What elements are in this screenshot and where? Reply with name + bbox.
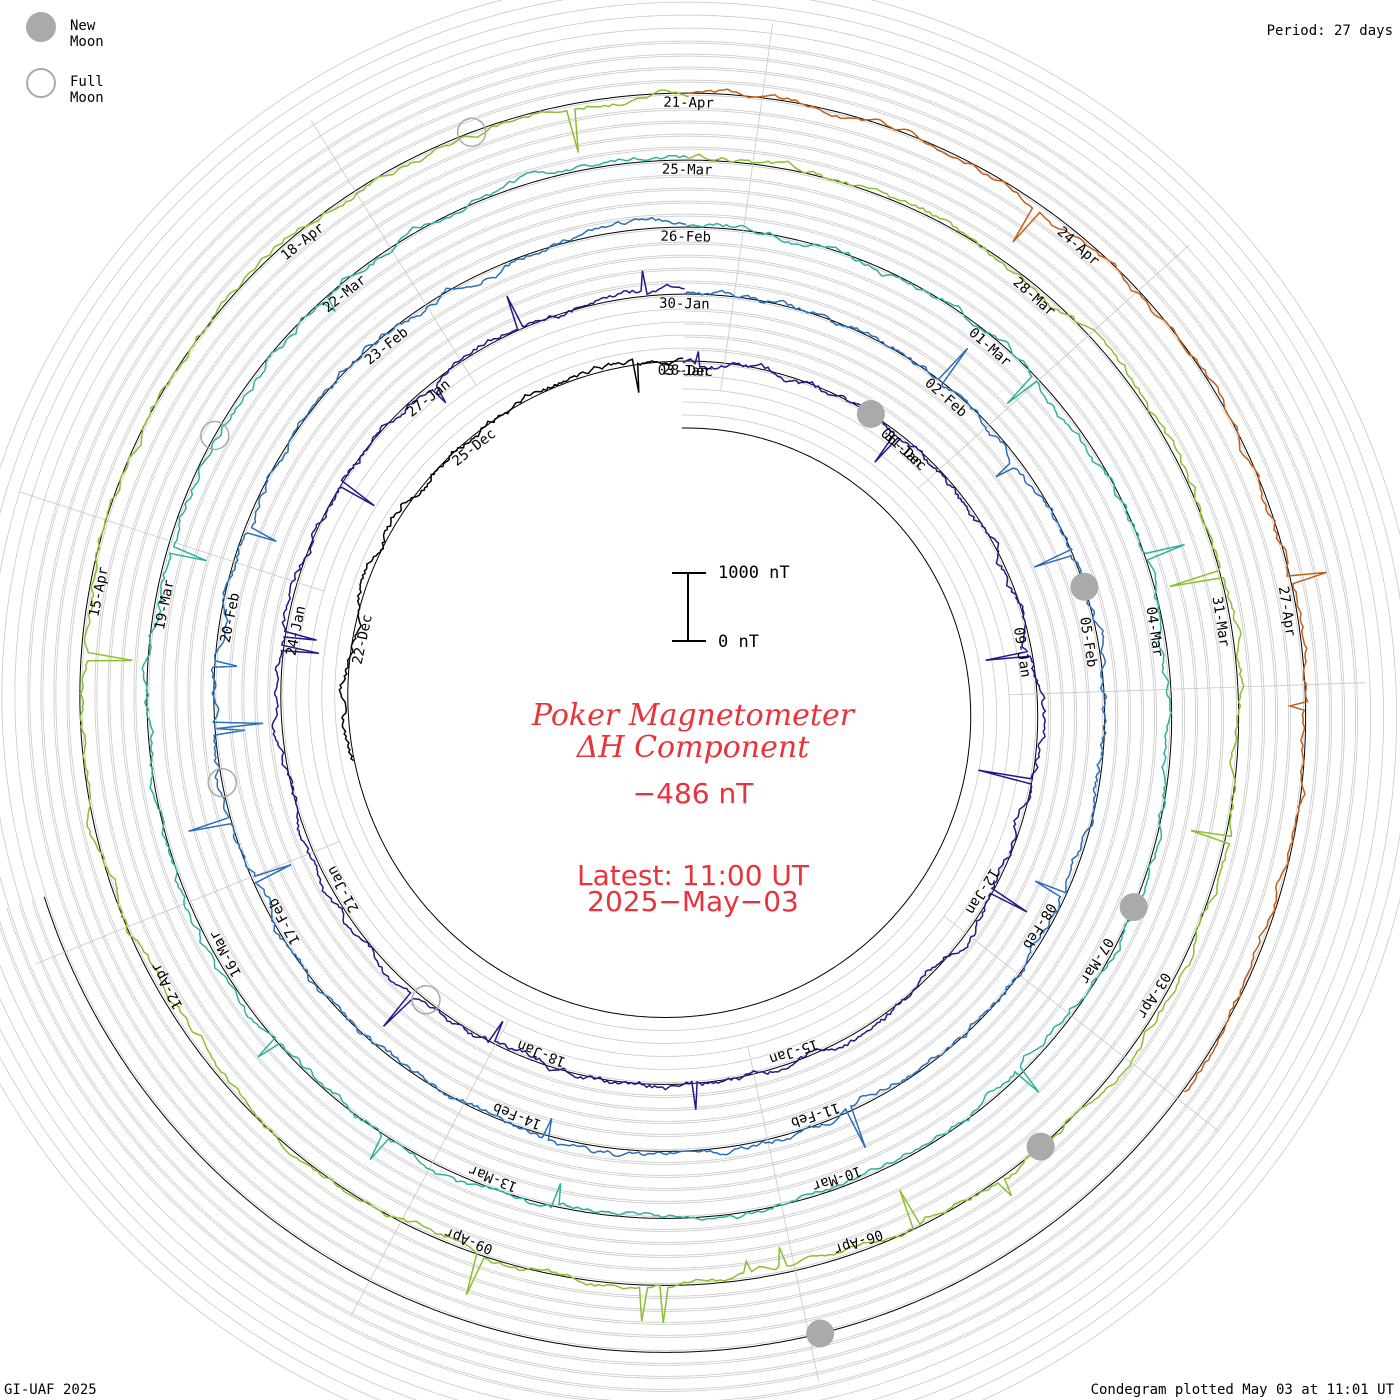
full-moon-marker: [456, 117, 487, 147]
full-moon-marker: [411, 985, 441, 1015]
scale-top-label: 1000 nT: [718, 563, 790, 583]
date-label: 09-Jan: [1010, 626, 1034, 678]
chart-title: Poker Magnetometer: [531, 698, 855, 733]
period-spoke: [351, 1019, 510, 1315]
new-moon-marker: [806, 1319, 835, 1348]
period-spoke: [917, 244, 1190, 489]
rotation-2-trace: [271, 270, 1047, 1110]
period-label: Period: 27 days: [1266, 23, 1393, 39]
date-label: 20-Feb: [218, 591, 244, 644]
date-label: 03-Jan: [658, 363, 709, 380]
rotation-1-trace: [338, 357, 684, 762]
footer-credit: GI-UAF 2025: [4, 1382, 97, 1398]
full-moon-marker: [200, 420, 230, 451]
date-label: 13-Mar: [467, 1161, 520, 1194]
rotation-5-trace: [79, 89, 1245, 1324]
date-label: 19-Mar: [152, 578, 178, 631]
grid-ring: [0, 27, 1371, 1400]
moon-markers: [200, 117, 1148, 1348]
full-moon-marker: [207, 768, 237, 798]
new-moon-marker: [1070, 572, 1099, 601]
date-label: 30-Jan: [659, 296, 710, 313]
new-moon-marker: [856, 400, 885, 428]
footer-plot-time: Condegram plotted May 03 at 11:01 UT: [1090, 1382, 1394, 1398]
latest-time: Latest: 11:00 UT: [576, 859, 810, 892]
current-value: −486 nT: [632, 777, 754, 810]
legend-new-moon-label: New Moon: [70, 18, 104, 50]
date-label: 24-Jan: [284, 604, 310, 657]
date-label: 05-Feb: [1076, 616, 1100, 668]
date-label: 28-Dec: [662, 362, 713, 380]
date-label: 04-Mar: [1142, 606, 1166, 658]
period-spokes: [19, 22, 1366, 1382]
rotation-4-trace: [141, 154, 1185, 1221]
new-moon-marker: [1119, 893, 1148, 922]
period-spoke: [35, 841, 340, 965]
rotation-3-trace: [188, 216, 1108, 1158]
date-label: 15-Apr: [86, 565, 112, 618]
period-spoke: [310, 120, 477, 386]
grid-ring: [6, 53, 1345, 1392]
date-label: 22-Dec: [350, 613, 376, 666]
date-label: 25-Mar: [662, 162, 713, 179]
scale-bar: [672, 572, 706, 642]
latest-date: 2025−May−03: [587, 885, 799, 918]
date-label: 18-Jan: [515, 1036, 568, 1069]
date-label: 21-Apr: [663, 95, 714, 112]
new-moon-marker: [1026, 1132, 1055, 1161]
data-traces: [79, 88, 1327, 1324]
date-label: 31-Mar: [1209, 595, 1233, 647]
grid-ring: [0, 40, 1358, 1400]
period-spoke: [747, 1046, 819, 1382]
scale-bottom-label: 0 nT: [718, 632, 759, 652]
full-moon-icon: [26, 68, 56, 98]
date-label: 27-Apr: [1275, 585, 1299, 637]
period-spoke: [19, 491, 325, 592]
chart-subtitle: ΔH Component: [576, 730, 810, 765]
period-spoke: [943, 915, 1220, 1132]
grid-ring: [19, 66, 1332, 1379]
period-spoke: [720, 22, 774, 392]
grid-ring: [31, 79, 1319, 1366]
date-label: 09-Apr: [442, 1224, 495, 1257]
new-moon-icon: [26, 12, 56, 42]
legend-full-moon-label: Full Moon: [70, 74, 104, 106]
rotation-6-trace: [688, 88, 1327, 1093]
date-label: 26-Feb: [660, 229, 711, 246]
grid-ring: [0, 14, 1384, 1400]
